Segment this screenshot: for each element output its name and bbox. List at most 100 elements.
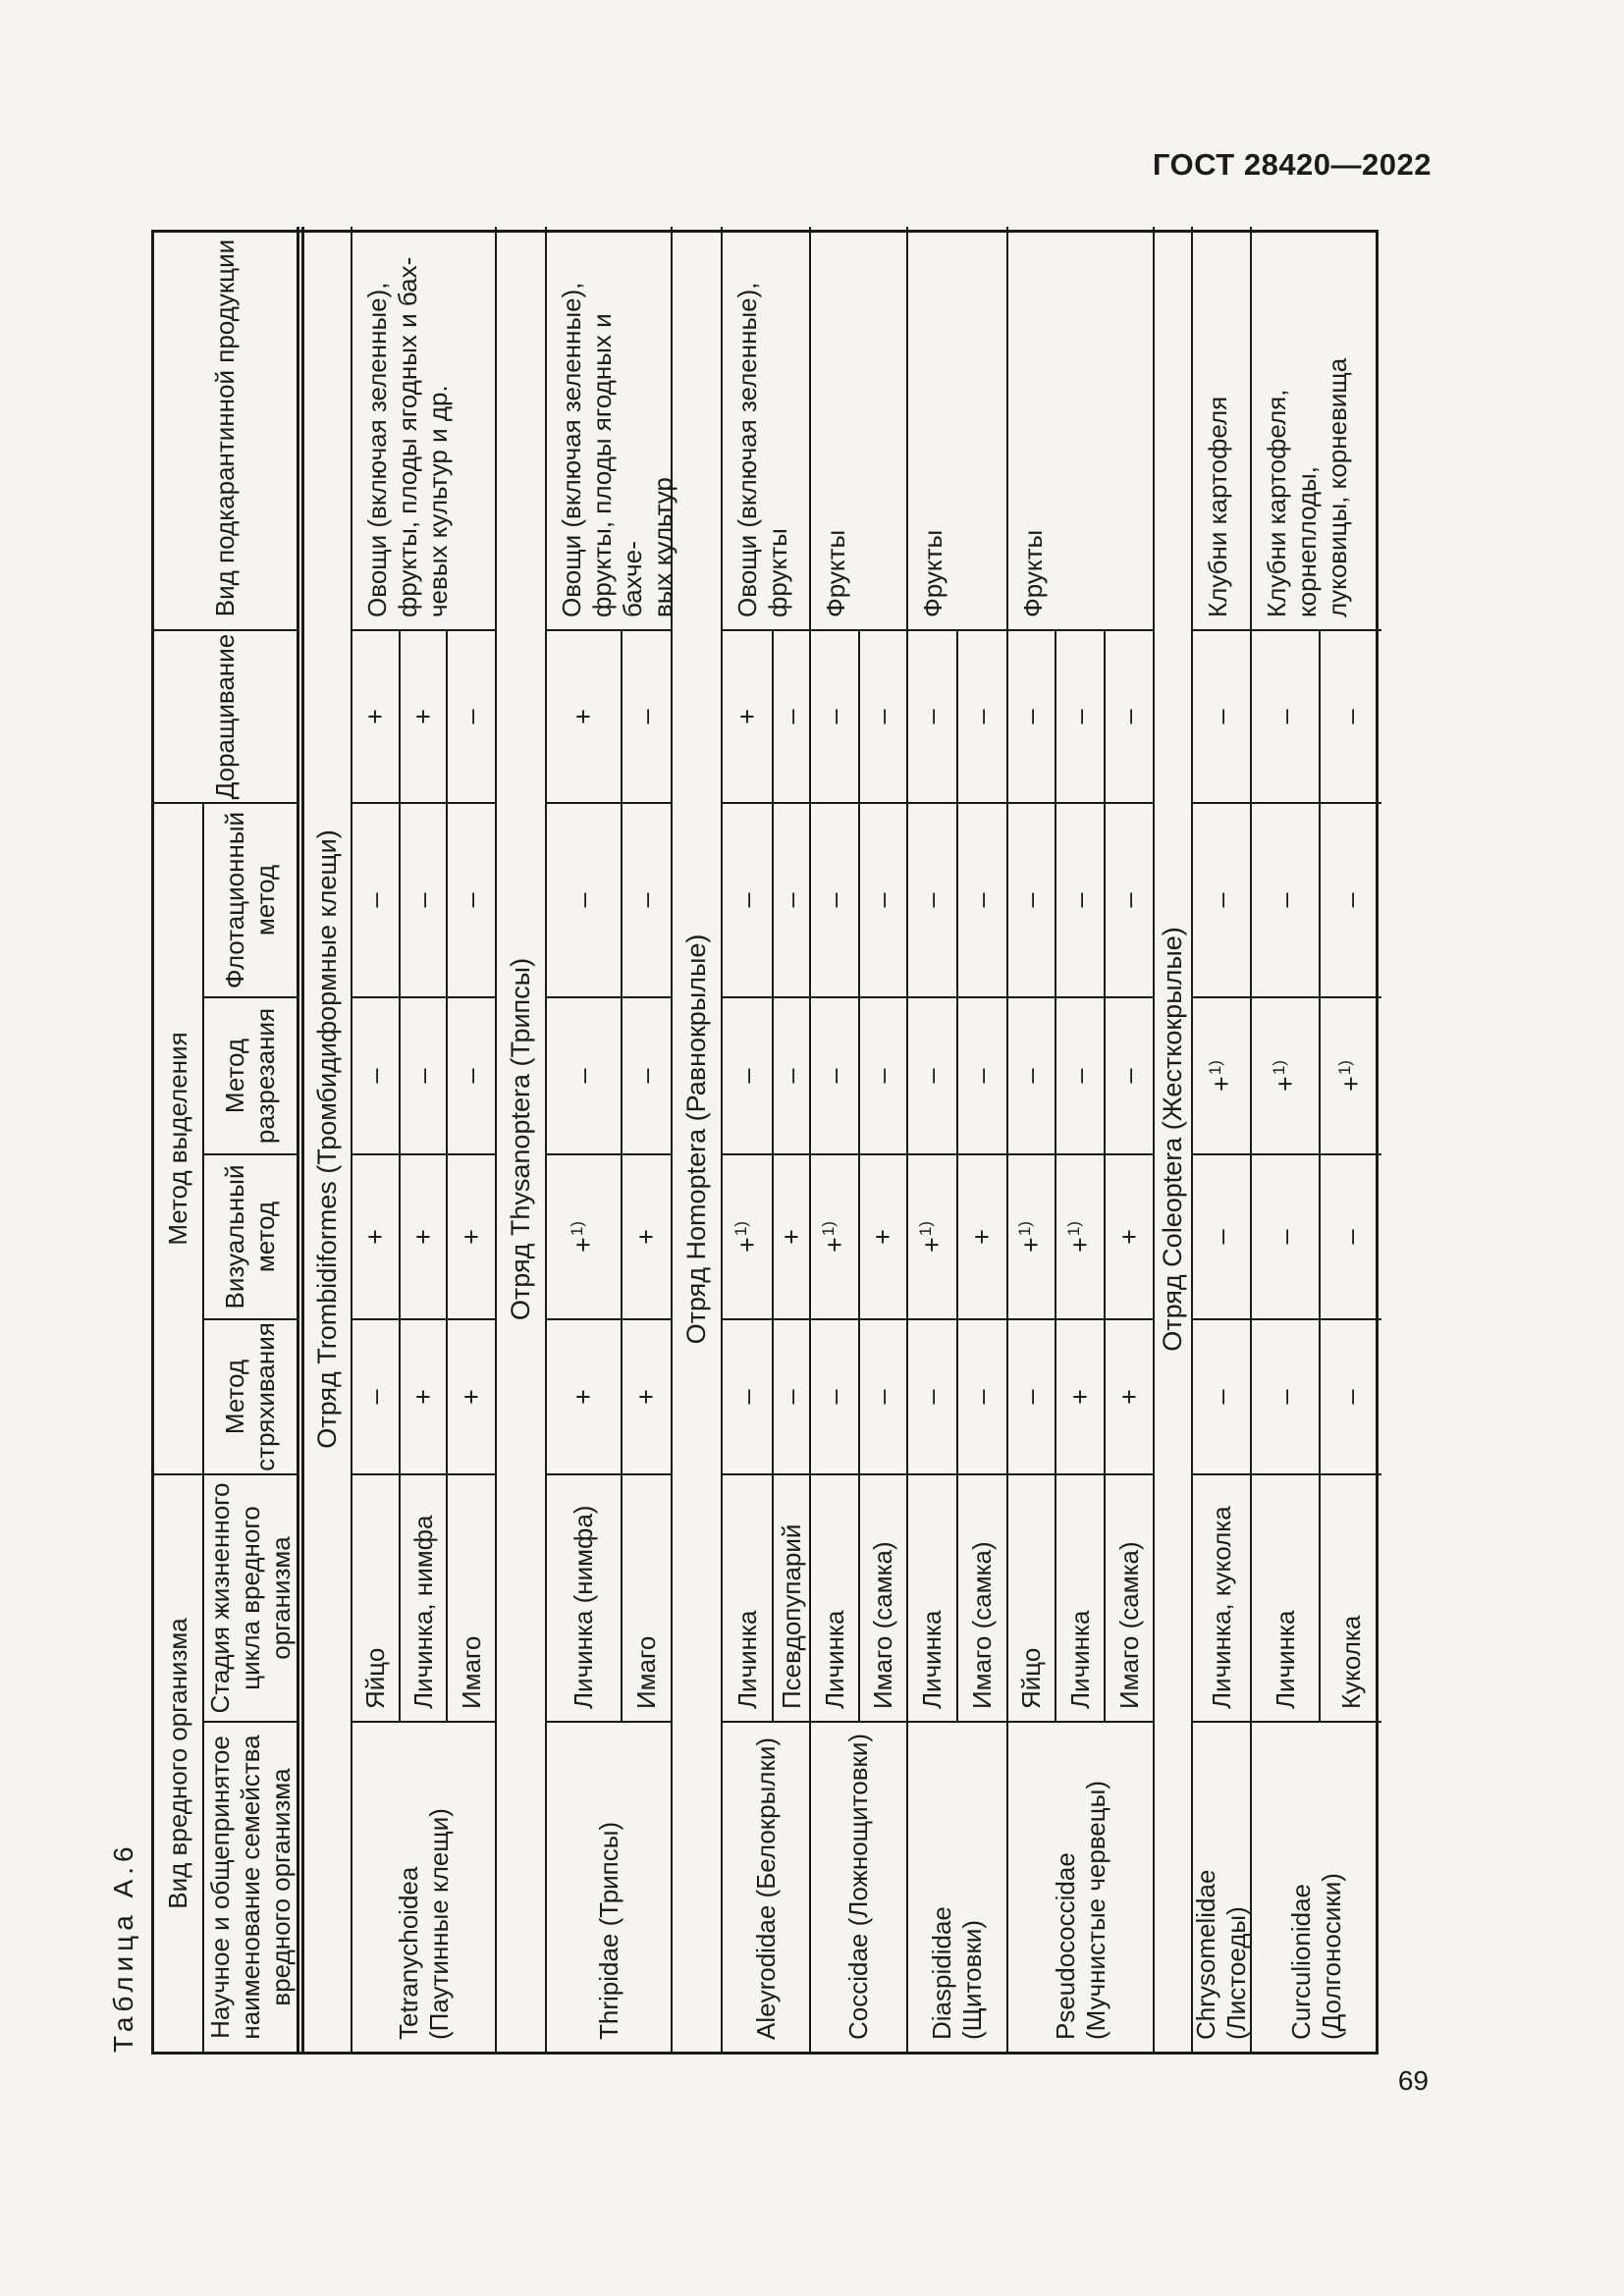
- value-cell-rearing: +: [547, 629, 623, 802]
- value-cell-visual: +1): [547, 1153, 623, 1318]
- section-row: Отряд Coleoptera (Жесткокрылые): [1155, 227, 1193, 2052]
- header-method: Метод выделения: [154, 802, 204, 1473]
- value-cell-shaking: –: [774, 1318, 811, 1473]
- stage-cell: Псевдопупарий: [774, 1473, 811, 1721]
- stage-cell: Личинка, куколка: [1193, 1473, 1252, 1721]
- value-cell-rearing: –: [623, 629, 673, 802]
- value-cell-flotation: –: [723, 802, 774, 996]
- value-cell-shaking: –: [1193, 1318, 1252, 1473]
- value-cell-rearing: –: [1008, 629, 1056, 802]
- product-cell: Клубни картофеля, корнеплоды, луковицы, …: [1262, 357, 1352, 617]
- family-cell: Thripidae (Трипсы): [547, 1721, 673, 2052]
- value-cell-visual: +: [401, 1153, 448, 1318]
- stage-cell: Личинка (нимфа): [547, 1473, 623, 1721]
- stage-cell: Личинка: [723, 1473, 774, 1721]
- product-cell: Фрукты: [1008, 227, 1155, 629]
- stage-cell: Личинка: [1252, 1473, 1321, 1721]
- section-row: Отряд Trombidiformes (Тромбидиформные кл…: [304, 227, 352, 2052]
- product-cell: Овощи (включая зеленные), фрукты: [723, 227, 811, 629]
- family-cell: Diaspididae (Щитовки): [908, 1721, 1008, 2052]
- value-cell-visual: –: [1193, 1153, 1252, 1318]
- value-cell-visual: +: [1106, 1153, 1155, 1318]
- value-cell-flotation: –: [811, 802, 860, 996]
- value-with-footnote: +1): [731, 1221, 762, 1253]
- value-with-footnote: +1): [1269, 1060, 1300, 1092]
- value-cell-visual: +1): [811, 1153, 860, 1318]
- value-cell-rearing: +: [352, 629, 401, 802]
- section-row: Отряд Thysanoptera (Трипсы): [497, 227, 547, 2052]
- value-cell-rearing: –: [1056, 629, 1106, 802]
- value-cell-cutting: –: [723, 996, 774, 1153]
- header-rearing: Доращивание: [154, 629, 299, 802]
- product-cell: Овощи (включая зеленные), фрукты, плоды …: [352, 227, 497, 629]
- value-cell-rearing: –: [1193, 629, 1252, 802]
- value-with-footnote: +1): [1015, 1221, 1046, 1253]
- value-with-footnote: +1): [568, 1221, 598, 1253]
- value-cell-shaking: +: [401, 1318, 448, 1473]
- stage-cell: Личинка: [1056, 1473, 1106, 1721]
- value-cell-flotation: –: [623, 802, 673, 996]
- value-cell-flotation: –: [352, 802, 401, 996]
- value-cell-cutting: –: [1008, 996, 1056, 1153]
- header-family: Научное и общепринятое наименование семе…: [204, 1721, 299, 2052]
- header-stage: Стадия жизненного цикла вредного организ…: [204, 1473, 299, 1721]
- value-cell-shaking: –: [352, 1318, 401, 1473]
- page-number: 69: [1397, 2065, 1429, 2096]
- document-header: ГОСТ 28420—2022: [1152, 147, 1432, 182]
- value-cell-rearing: –: [908, 629, 958, 802]
- stage-cell: Имаго: [623, 1473, 673, 1721]
- value-cell-cutting: +1): [1321, 996, 1381, 1153]
- value-cell-shaking: –: [908, 1318, 958, 1473]
- family-cell: Tetranychoidea (Паутинные клещи): [352, 1721, 497, 2052]
- value-cell-shaking: –: [958, 1318, 1008, 1473]
- value-cell-cutting: –: [1056, 996, 1106, 1153]
- section-row: Отряд Homoptera (Равнокрылые): [673, 227, 723, 2052]
- stage-cell: Имаго (самка): [860, 1473, 908, 1721]
- family-cell: Coccidae (Ложнощитовки): [811, 1721, 908, 2052]
- value-with-footnote: +1): [1334, 1060, 1366, 1092]
- value-cell-rearing: +: [723, 629, 774, 802]
- value-cell-visual: +: [774, 1153, 811, 1318]
- value-cell-visual: +: [860, 1153, 908, 1318]
- value-cell-rearing: –: [1106, 629, 1155, 802]
- value-cell-flotation: –: [1008, 802, 1056, 996]
- value-cell-shaking: +: [623, 1318, 673, 1473]
- value-cell-visual: –: [1252, 1153, 1321, 1318]
- value-cell-visual: +: [448, 1153, 497, 1318]
- value-cell-visual: +: [352, 1153, 401, 1318]
- value-cell-shaking: +: [1106, 1318, 1155, 1473]
- value-cell-cutting: –: [352, 996, 401, 1153]
- rotated-table-area: Таблица А.6 Вид вредного организма Метод …: [98, 227, 1381, 2055]
- value-cell-rearing: –: [1252, 629, 1321, 802]
- value-cell-flotation: –: [1106, 802, 1155, 996]
- value-cell-cutting: –: [860, 996, 908, 1153]
- value-cell-shaking: –: [811, 1318, 860, 1473]
- value-cell-cutting: –: [547, 996, 623, 1153]
- product-cell: Овощи (включая зеленные), фрукты, плоды …: [547, 227, 677, 629]
- value-cell-flotation: –: [448, 802, 497, 996]
- product-cell: Клубни картофеля: [1193, 227, 1252, 629]
- stage-cell: Личинка: [908, 1473, 958, 1721]
- header-product: Вид подкарантинной продукции: [154, 227, 299, 629]
- value-cell-shaking: –: [723, 1318, 774, 1473]
- header-visual: Визуальный метод: [204, 1153, 299, 1318]
- value-cell-visual: –: [1321, 1153, 1381, 1318]
- landscape-canvas: Таблица А.6 Вид вредного организма Метод …: [98, 227, 1381, 2055]
- value-cell-cutting: –: [623, 996, 673, 1153]
- product-cell: Фрукты: [908, 227, 1008, 629]
- value-with-footnote: +1): [1063, 1221, 1095, 1253]
- value-cell-flotation: –: [547, 802, 623, 996]
- value-cell-shaking: –: [1008, 1318, 1056, 1473]
- value-with-footnote: +1): [818, 1221, 849, 1253]
- family-cell: Chrysomelidae (Листоеды): [1191, 1721, 1252, 2052]
- value-cell-flotation: –: [1193, 802, 1252, 996]
- stage-cell: Имаго (самка): [958, 1473, 1008, 1721]
- value-cell-visual: +1): [723, 1153, 774, 1318]
- value-cell-visual: +1): [908, 1153, 958, 1318]
- value-cell-rearing: –: [774, 629, 811, 802]
- value-cell-flotation: –: [958, 802, 1008, 996]
- value-cell-cutting: +1): [1252, 996, 1321, 1153]
- family-cell: Curculionidae (Долгоносики): [1252, 1721, 1381, 2052]
- value-cell-rearing: –: [860, 629, 908, 802]
- value-cell-flotation: –: [1321, 802, 1381, 996]
